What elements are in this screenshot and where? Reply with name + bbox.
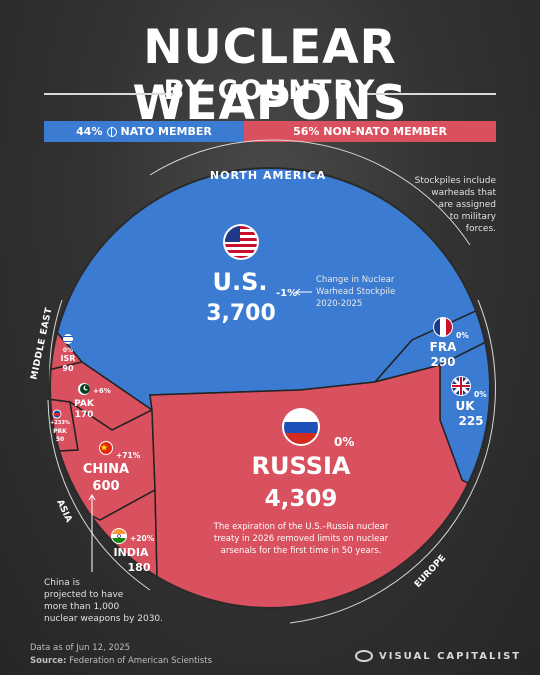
stockpiles-note-line-3: are assigned <box>439 200 496 210</box>
nato-pct: 44% <box>76 125 103 138</box>
china-change: +71% <box>116 451 141 460</box>
india-change: +20% <box>130 534 155 543</box>
china-warheads: 600 <box>92 479 119 494</box>
russia-note-line-2: treaty in 2026 removed limits on nuclear <box>214 534 389 544</box>
nato-label: NATO MEMBER <box>120 125 212 138</box>
change-legend-line-1: Change in Nuclear <box>316 275 395 285</box>
north-korea-flag-icon <box>52 409 62 419</box>
europe-ring <box>289 299 496 624</box>
israel-flag-icon <box>63 334 73 344</box>
footer-source: Source: Federation of American Scientist… <box>30 656 212 666</box>
isr-change: 0% <box>63 347 73 354</box>
title-rule-left <box>44 93 174 95</box>
russia-note-line-1: The expiration of the U.S.–Russia nuclea… <box>213 522 389 532</box>
us-name: U.S. <box>212 268 267 296</box>
non-nato-member-bar: 56% NON-NATO MEMBER <box>244 121 496 142</box>
russia-name: RUSSIA <box>252 452 351 480</box>
region-label-asia: ASIA <box>54 498 73 524</box>
russia-note-line-3: arsenals for the first time in 50 years. <box>221 546 382 556</box>
russia-flag-icon <box>282 408 320 446</box>
uk-warheads: 225 <box>458 414 483 428</box>
stockpiles-note-line-5: forces. <box>466 224 496 234</box>
stockpiles-note-line-4: to military <box>450 212 497 222</box>
france-flag-icon <box>433 317 453 337</box>
prk-warheads: 50 <box>56 436 64 443</box>
stockpiles-note-line-1: Stockpiles include <box>415 176 497 186</box>
fra-warheads: 290 <box>430 355 455 369</box>
nato-member-bar: 44% NATO MEMBER <box>44 121 244 142</box>
footer-source-value: Federation of American Scientists <box>69 656 213 666</box>
china-note-line-1: China is <box>44 578 80 588</box>
us-warheads: 3,700 <box>206 301 276 326</box>
india-name: INDIA <box>113 546 149 559</box>
chart-outline <box>49 167 491 609</box>
isr-name: ISR <box>61 354 76 363</box>
uk-flag-icon <box>451 376 471 396</box>
region-label-europe: EUROPE <box>413 553 448 590</box>
china-note-line-2: projected to have <box>44 590 124 600</box>
china-note-line-3: more than 1,000 <box>44 602 120 612</box>
footer-source-label: Source: <box>30 656 67 666</box>
russia-change: 0% <box>334 435 354 449</box>
russia-warheads: 4,309 <box>265 486 338 512</box>
change-legend-line-3: 2020-2025 <box>316 299 362 309</box>
prk-name: PRK <box>53 428 67 435</box>
pakistan-flag-icon <box>78 383 90 395</box>
footer-date: Data as of Jun 12, 2025 <box>30 643 131 653</box>
stockpiles-note-line-2: warheads that <box>431 188 496 198</box>
us-flag-icon <box>223 224 259 260</box>
uk-name: UK <box>455 399 475 413</box>
title-rule-right <box>366 93 496 95</box>
change-legend-line-2: Warhead Stockpile <box>316 287 395 297</box>
nato-compass-icon <box>106 126 117 137</box>
visual-capitalist-logo: VISUAL CAPITALIST <box>355 650 521 662</box>
title-line-1: NUCLEAR WEAPONS <box>132 20 408 131</box>
isr-warheads: 90 <box>62 364 74 373</box>
china-note-line-4: nuclear weapons by 2030. <box>44 614 163 624</box>
pak-warheads: 170 <box>75 410 94 420</box>
non-nato-pct: 56% <box>293 125 320 138</box>
china-name: CHINA <box>83 462 129 477</box>
asia-ring <box>47 399 151 591</box>
india-flag-icon <box>111 528 127 544</box>
prk-change: +233% <box>50 420 70 426</box>
vc-brand: VISUAL CAPITALIST <box>379 650 522 662</box>
uk-change: 0% <box>474 390 487 399</box>
china-flag-icon <box>99 441 113 455</box>
fra-name: FRA <box>430 340 457 354</box>
us-change: -1% <box>276 288 297 299</box>
title-line-2: BY COUNTRY <box>163 75 377 106</box>
north-america-ring <box>149 139 471 246</box>
vc-logo-icon <box>355 650 373 662</box>
india-warheads: 180 <box>128 561 151 574</box>
non-nato-label: NON-NATO MEMBER <box>323 125 447 138</box>
pak-name: PAK <box>74 399 95 409</box>
pak-change: +6% <box>93 387 111 395</box>
region-label-north-america: NORTH AMERICA <box>210 169 326 182</box>
fra-change: 0% <box>456 331 469 340</box>
